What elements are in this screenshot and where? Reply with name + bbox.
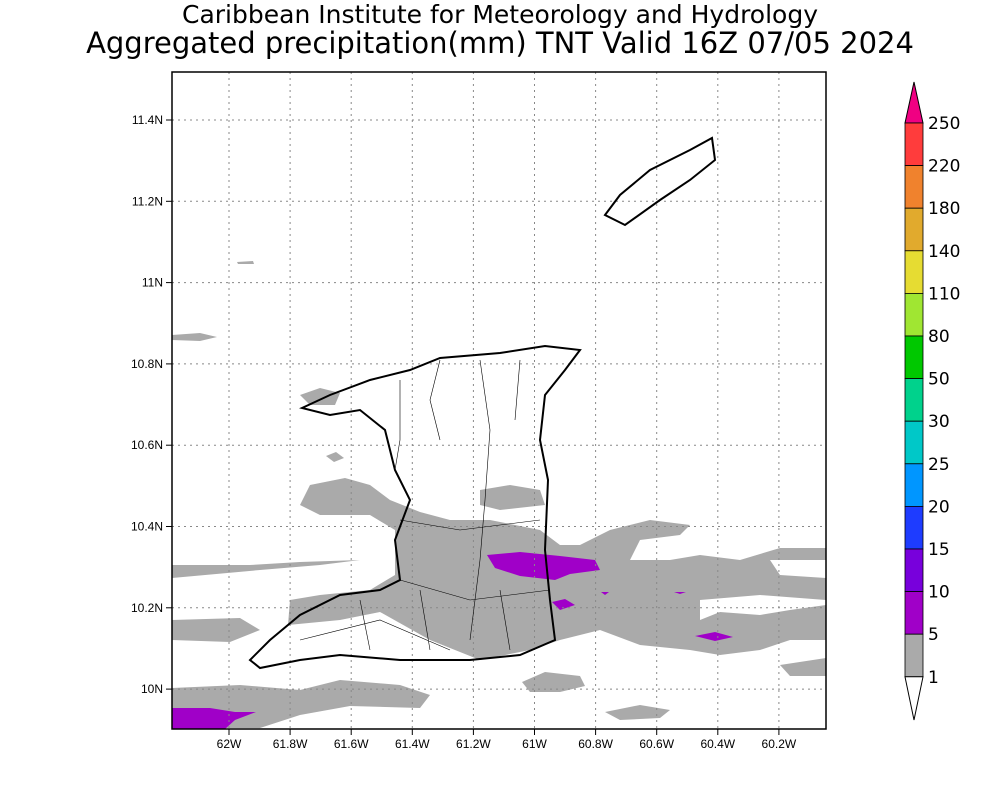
colorbar-label: 220 — [928, 157, 960, 177]
colorbar-swatch — [904, 420, 924, 465]
colorbar: 250 220 180 140 110 80 50 30 25 20 15 10 5 1 — [904, 81, 960, 721]
lat-tick-label: 11.2N — [132, 194, 163, 208]
colorbar-label: 250 — [928, 114, 960, 134]
lon-tick-label: 61.6W — [334, 737, 369, 751]
precip-5-10mm — [172, 552, 733, 729]
colorbar-swatch — [904, 207, 924, 252]
colorbar-label: 15 — [928, 540, 950, 560]
lat-tick-label: 10.8N — [131, 357, 163, 371]
colorbar-swatch — [904, 122, 924, 166]
colorbar-swatch — [904, 165, 924, 209]
colorbar-label: 5 — [928, 625, 939, 645]
colorbar-label: 180 — [928, 199, 960, 219]
lon-tick-label: 61.2W — [456, 737, 491, 751]
lat-tick-label: 10.2N — [131, 601, 163, 615]
lon-tick-label: 60.4W — [700, 737, 735, 751]
title-line-1: Caribbean Institute for Meteorology and … — [182, 0, 818, 29]
colorbar-swatch — [904, 292, 924, 337]
colorbar-swatch — [904, 633, 924, 678]
lat-tick-label: 10N — [141, 682, 163, 696]
colorbar-label: 50 — [928, 370, 950, 390]
latitude-ticks: 11.4N 11.2N 11N 10.8N 10.6N 10.4N 10.2N 10N — [131, 113, 172, 696]
title-line-2: Aggregated precipitation(mm) TNT Valid 1… — [86, 26, 914, 60]
colorbar-swatch — [904, 591, 924, 635]
colorbar-label: 10 — [928, 583, 950, 603]
colorbar-swatch — [904, 250, 924, 294]
lon-tick-label: 61.8W — [273, 737, 308, 751]
colorbar-label: 25 — [928, 455, 950, 475]
colorbar-label: 30 — [928, 412, 950, 432]
trinidad-outline — [248, 344, 582, 670]
colorbar-swatch — [904, 505, 924, 550]
map-panel — [171, 71, 827, 730]
lat-tick-label: 10.6N — [131, 438, 163, 452]
lat-tick-label: 11N — [142, 276, 163, 290]
colorbar-top-arrow — [904, 81, 924, 124]
lat-tick-label: 10.4N — [131, 520, 163, 534]
colorbar-label: 1 — [928, 668, 939, 688]
lon-tick-label: 60.2W — [762, 737, 797, 751]
longitude-ticks: 62W 61.8W 61.6W 61.4W 61.2W 61W 60.8W 60.6W 60.4… — [217, 729, 797, 751]
tobago-outline — [603, 136, 717, 227]
trinidad-boundaries — [299, 359, 551, 651]
colorbar-label: 140 — [928, 242, 960, 262]
colorbar-bottom-arrow — [904, 676, 924, 721]
colorbar-swatch — [904, 378, 924, 422]
lon-tick-label: 61.4W — [395, 737, 430, 751]
colorbar-swatch — [904, 548, 924, 592]
lon-tick-label: 60.8W — [578, 737, 613, 751]
lon-tick-label: 60.6W — [639, 737, 674, 751]
colorbar-label: 80 — [928, 327, 950, 347]
colorbar-swatch — [904, 335, 924, 379]
lat-tick-label: 11.4N — [132, 113, 163, 127]
colorbar-label: 110 — [928, 284, 960, 304]
gridlines — [172, 72, 826, 729]
colorbar-swatch — [904, 463, 924, 507]
colorbar-label: 20 — [928, 497, 950, 517]
lon-tick-label: 62W — [217, 737, 242, 751]
lon-tick-label: 61W — [522, 737, 547, 751]
